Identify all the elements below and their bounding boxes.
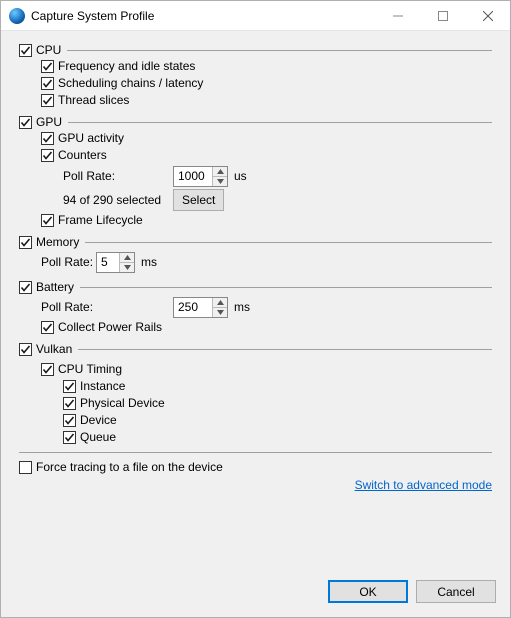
gpu-activity-checkbox[interactable] xyxy=(41,132,54,145)
window-title: Capture System Profile xyxy=(31,9,375,23)
gpu-pollrate-spinner[interactable] xyxy=(173,166,228,187)
vulkan-device-checkbox[interactable] xyxy=(63,414,76,427)
memory-checkbox[interactable] xyxy=(19,236,32,249)
cpu-section: CPU Frequency and idle states Scheduling… xyxy=(19,43,492,109)
spin-up-icon[interactable] xyxy=(120,253,134,263)
cpu-scheduling-label: Scheduling chains / latency xyxy=(58,75,203,92)
gpu-counters-label: Counters xyxy=(58,147,107,164)
memory-pollrate-unit: ms xyxy=(141,255,157,269)
gpu-counters-checkbox[interactable] xyxy=(41,149,54,162)
vulkan-device-label: Device xyxy=(80,412,117,429)
divider xyxy=(85,242,492,243)
vulkan-queue-label: Queue xyxy=(80,429,116,446)
advanced-mode-link[interactable]: Switch to advanced mode xyxy=(19,478,492,492)
spin-down-icon[interactable] xyxy=(213,308,227,317)
divider xyxy=(68,122,492,123)
divider xyxy=(78,349,492,350)
vulkan-cputiming-checkbox[interactable] xyxy=(41,363,54,376)
gpu-framelifecycle-label: Frame Lifecycle xyxy=(58,212,143,229)
minimize-button[interactable] xyxy=(375,1,420,31)
gpu-label: GPU xyxy=(36,115,62,129)
titlebar: Capture System Profile xyxy=(1,1,510,31)
battery-pollrate-label: Poll Rate: xyxy=(41,300,173,314)
force-tracing-label: Force tracing to a file on the device xyxy=(36,459,223,476)
divider xyxy=(67,50,492,51)
gpu-checkbox[interactable] xyxy=(19,116,32,129)
cpu-scheduling-checkbox[interactable] xyxy=(41,77,54,90)
battery-checkbox[interactable] xyxy=(19,281,32,294)
vulkan-instance-label: Instance xyxy=(80,378,125,395)
gpu-pollrate-input[interactable] xyxy=(174,167,212,186)
gpu-section: GPU GPU activity Counters Poll Rate: xyxy=(19,115,492,229)
cpu-label: CPU xyxy=(36,43,61,57)
gpu-pollrate-label: Poll Rate: xyxy=(63,169,173,183)
close-button[interactable] xyxy=(465,1,510,31)
memory-label: Memory xyxy=(36,235,79,249)
cpu-checkbox[interactable] xyxy=(19,44,32,57)
battery-powerrails-checkbox[interactable] xyxy=(41,321,54,334)
spin-down-icon[interactable] xyxy=(213,177,227,186)
ok-button[interactable]: OK xyxy=(328,580,408,603)
battery-pollrate-input[interactable] xyxy=(174,298,212,317)
force-tracing-row: Force tracing to a file on the device xyxy=(19,459,492,476)
battery-label: Battery xyxy=(36,280,74,294)
vulkan-physicaldevice-checkbox[interactable] xyxy=(63,397,76,410)
spinner-buttons[interactable] xyxy=(212,167,227,186)
force-tracing-checkbox[interactable] xyxy=(19,461,32,474)
spin-down-icon[interactable] xyxy=(120,263,134,272)
dialog-footer: OK Cancel xyxy=(1,570,510,617)
memory-pollrate-input[interactable] xyxy=(97,253,119,272)
memory-pollrate-spinner[interactable] xyxy=(96,252,135,273)
spin-up-icon[interactable] xyxy=(213,298,227,308)
dialog-window: Capture System Profile CPU Frequency and… xyxy=(0,0,511,618)
cpu-freq-label: Frequency and idle states xyxy=(58,58,195,75)
gpu-framelifecycle-checkbox[interactable] xyxy=(41,214,54,227)
content-area: CPU Frequency and idle states Scheduling… xyxy=(1,31,510,570)
spin-up-icon[interactable] xyxy=(213,167,227,177)
vulkan-section: Vulkan CPU Timing Instance Physical Devi… xyxy=(19,342,492,446)
memory-section: Memory Poll Rate: ms xyxy=(19,235,492,274)
divider xyxy=(80,287,492,288)
vulkan-cputiming-label: CPU Timing xyxy=(58,361,122,378)
battery-section: Battery Poll Rate: ms Collect Power Rail… xyxy=(19,280,492,336)
cancel-button[interactable]: Cancel xyxy=(416,580,496,603)
vulkan-checkbox[interactable] xyxy=(19,343,32,356)
gpu-counters-selected: 94 of 290 selected xyxy=(63,193,173,207)
gpu-counters-select-button[interactable]: Select xyxy=(173,189,224,211)
maximize-button[interactable] xyxy=(420,1,465,31)
cpu-threadslices-label: Thread slices xyxy=(58,92,129,109)
gpu-activity-label: GPU activity xyxy=(58,130,124,147)
spinner-buttons[interactable] xyxy=(212,298,227,317)
vulkan-physicaldevice-label: Physical Device xyxy=(80,395,165,412)
vulkan-instance-checkbox[interactable] xyxy=(63,380,76,393)
app-icon xyxy=(9,8,25,24)
spinner-buttons[interactable] xyxy=(119,253,134,272)
battery-powerrails-label: Collect Power Rails xyxy=(58,319,162,336)
battery-pollrate-spinner[interactable] xyxy=(173,297,228,318)
battery-pollrate-unit: ms xyxy=(234,300,250,314)
cpu-freq-checkbox[interactable] xyxy=(41,60,54,73)
cpu-threadslices-checkbox[interactable] xyxy=(41,94,54,107)
vulkan-label: Vulkan xyxy=(36,342,72,356)
vulkan-queue-checkbox[interactable] xyxy=(63,431,76,444)
memory-pollrate-label: Poll Rate: xyxy=(41,255,96,269)
divider xyxy=(19,452,492,453)
gpu-pollrate-unit: us xyxy=(234,169,247,183)
